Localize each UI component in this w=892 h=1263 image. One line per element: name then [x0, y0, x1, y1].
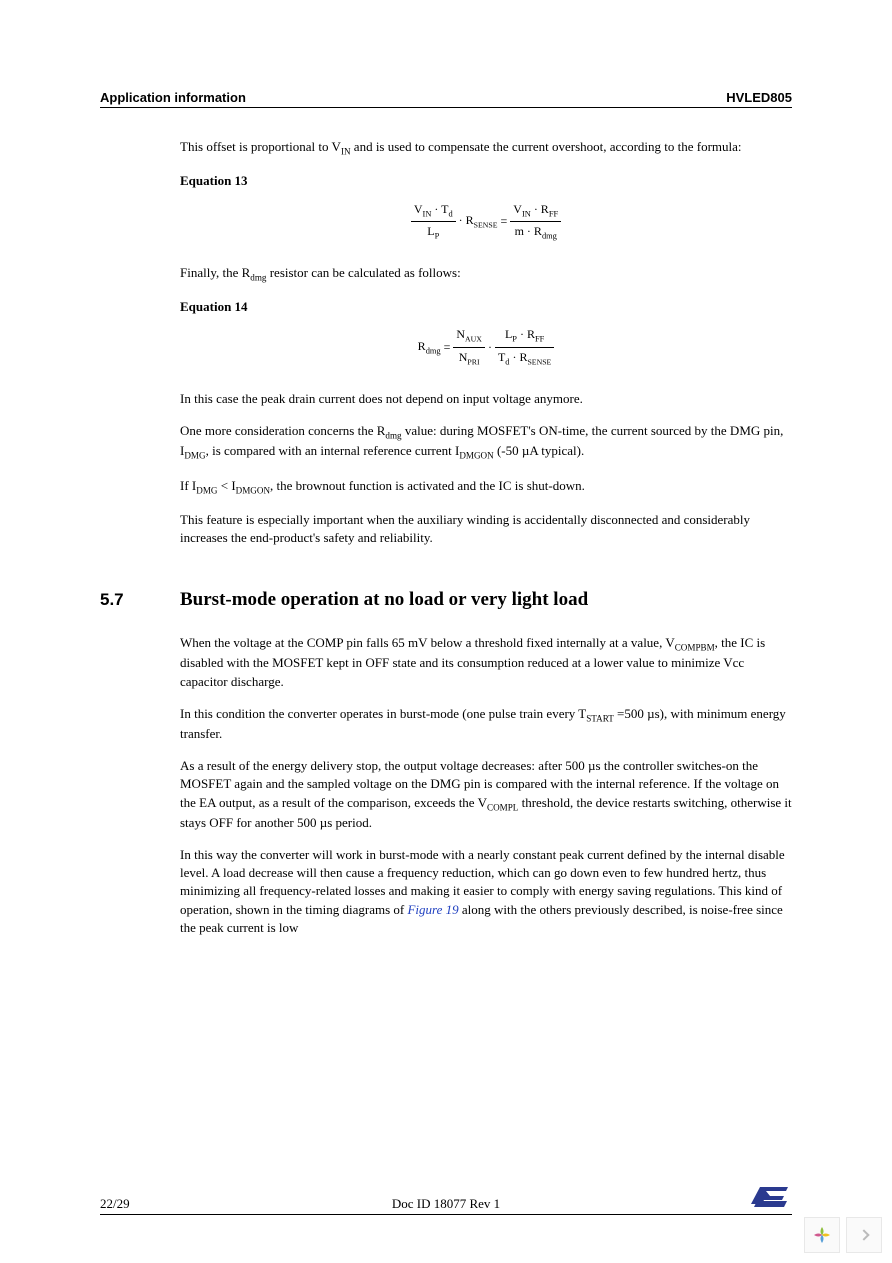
burst-paragraph-2: In this condition the converter operates…: [180, 705, 792, 744]
subscript: DMG: [184, 451, 205, 461]
body-content: This offset is proportional to VIN and i…: [180, 138, 792, 937]
section-title: Burst-mode operation at no load or very …: [180, 587, 588, 614]
header-section-title: Application information: [100, 90, 246, 105]
equation-14: Rdmg = NAUX NPRI · LP · RFF Td · RSENSE: [180, 326, 792, 368]
paragraph-5: If IDMG < IDMGON, the brownout function …: [180, 477, 792, 497]
text: When the voltage at the COMP pin falls 6…: [180, 635, 675, 650]
app-logo-icon[interactable]: [804, 1217, 840, 1253]
paragraph-3: In this case the peak drain current does…: [180, 390, 792, 408]
viewer-controls: [804, 1217, 882, 1253]
next-page-button[interactable]: [846, 1217, 882, 1253]
text: In this condition the converter operates…: [180, 706, 586, 721]
equation-13: VIN · Td LP · RSENSE = VIN · RFF m · Rdm…: [180, 201, 792, 242]
section-number: 5.7: [100, 588, 180, 612]
figure-19-link[interactable]: Figure 19: [407, 902, 458, 917]
subscript: dmg: [250, 272, 266, 282]
subscript: DMG: [196, 485, 217, 495]
text: < I: [217, 478, 235, 493]
text: (-50 µA typical).: [494, 443, 585, 458]
paragraph-4: One more consideration concerns the Rdmg…: [180, 422, 792, 463]
equation-13-label: Equation 13: [180, 172, 792, 190]
equation-14-label: Equation 14: [180, 298, 792, 316]
chevron-right-icon: [858, 1229, 869, 1240]
page-header: Application information HVLED805: [100, 90, 792, 108]
text: , the brownout function is activated and…: [270, 478, 585, 493]
intro-paragraph: This offset is proportional to VIN and i…: [180, 138, 792, 158]
burst-paragraph-3: As a result of the energy delivery stop,…: [180, 757, 792, 832]
subscript: COMPL: [487, 802, 518, 812]
burst-paragraph-4: In this way the converter will work in b…: [180, 846, 792, 937]
text: and is used to compensate the current ov…: [351, 139, 742, 154]
doc-id: Doc ID 18077 Rev 1: [100, 1196, 792, 1212]
text: If I: [180, 478, 196, 493]
section-heading: 5.7 Burst-mode operation at no load or v…: [100, 587, 792, 614]
page-footer: 22/29 Doc ID 18077 Rev 1: [100, 1182, 792, 1215]
subscript: START: [586, 713, 614, 723]
burst-paragraph-1: When the voltage at the COMP pin falls 6…: [180, 634, 792, 691]
subscript: dmg: [385, 431, 401, 441]
subscript: IN: [341, 147, 351, 157]
text: resistor can be calculated as follows:: [266, 265, 460, 280]
subscript: DMGON: [459, 451, 493, 461]
st-logo-icon: [748, 1182, 792, 1212]
paragraph-6: This feature is especially important whe…: [180, 511, 792, 547]
header-part-number: HVLED805: [726, 90, 792, 105]
subscript: DMGON: [236, 485, 270, 495]
text: One more consideration concerns the R: [180, 423, 385, 438]
subscript: COMPBM: [675, 643, 715, 653]
text: , is compared with an internal reference…: [206, 443, 460, 458]
mid-paragraph: Finally, the Rdmg resistor can be calcul…: [180, 264, 792, 284]
text: Finally, the R: [180, 265, 250, 280]
text: This offset is proportional to V: [180, 139, 341, 154]
